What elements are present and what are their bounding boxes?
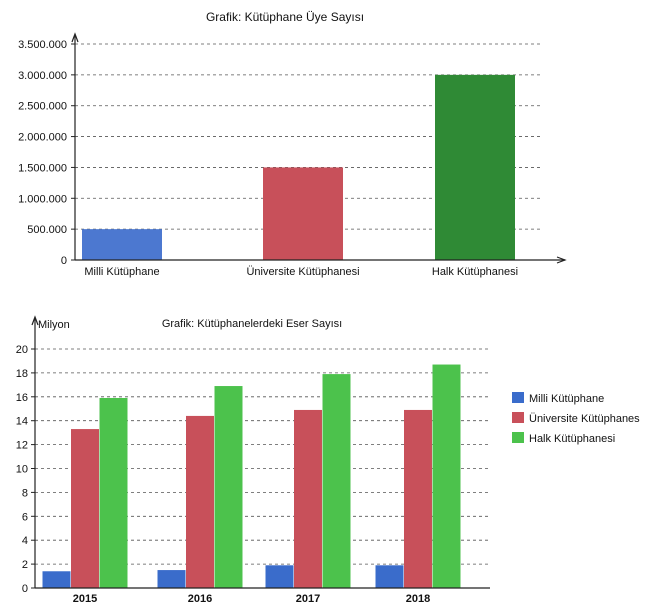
chart2-bar xyxy=(186,415,214,588)
chart2-legend-swatch xyxy=(512,412,524,423)
chart2-bar xyxy=(214,386,243,588)
chart1-bar xyxy=(263,167,343,260)
chart2-legend-label: Milli Kütüphane xyxy=(529,393,604,405)
chart1-title: Grafik: Kütüphane Üye Sayısı xyxy=(206,10,364,24)
chart2-y-tick-label: 8 xyxy=(22,487,28,499)
chart1-x-tick-label: Üniversite Kütüphanesi xyxy=(246,266,359,278)
chart2-legend: Milli Kütüphane Üniversite Kütüphanes Halk… xyxy=(512,392,640,445)
chart2-y-tick-label: 20 xyxy=(16,344,28,356)
chart1-bar xyxy=(82,229,162,260)
chart1-gridlines xyxy=(71,43,540,261)
chart2-y-tick-labels: 0 2 4 6 8 10 12 14 16 18 20 xyxy=(16,344,28,595)
chart2-y-tick-label: 6 xyxy=(22,511,28,523)
chart2-gridlines xyxy=(31,348,488,589)
chart1-x-tick-labels: Milli Kütüphane Üniversite Kütüphanesi Hal… xyxy=(84,266,518,278)
chart2-bar xyxy=(404,409,432,588)
chart2-bar xyxy=(42,571,71,588)
chart2-x-tick-labels: 2015 2016 2017 2018 xyxy=(73,593,430,605)
chart1-bars xyxy=(82,74,515,260)
collection-count-chart: Grafik: Kütüphanelerdeki Eser Sayısı Mil… xyxy=(16,315,640,605)
chart2-bar xyxy=(294,409,322,588)
chart1-bar xyxy=(435,74,515,260)
chart2-y-tick-label: 18 xyxy=(16,368,28,380)
chart2-y-axis-arrow xyxy=(31,315,39,326)
chart1-y-tick-label: 1.500.000 xyxy=(18,162,67,174)
chart2-x-tick-label: 2018 xyxy=(406,593,430,605)
chart2-bar xyxy=(265,565,294,588)
chart2-y-tick-label: 16 xyxy=(16,392,28,404)
chart2-y-tick-label: 0 xyxy=(22,583,28,595)
chart2-bar xyxy=(322,374,351,588)
chart2-legend-label: Halk Kütüphanesi xyxy=(529,433,615,445)
chart2-y-axis-label: Milyon xyxy=(38,319,70,331)
chart2-y-tick-label: 2 xyxy=(22,559,28,571)
chart2-bar xyxy=(375,565,404,588)
chart2-bar xyxy=(157,570,186,588)
chart1-x-tick-label: Halk Kütüphanesi xyxy=(432,266,518,278)
chart1-y-tick-label: 2.000.000 xyxy=(18,132,67,144)
chart2-legend-label: Üniversite Kütüphanes xyxy=(529,413,640,425)
chart1-y-tick-label: 3.500.000 xyxy=(18,39,67,51)
chart1-x-tick-label: Milli Kütüphane xyxy=(84,266,159,278)
member-count-chart: Grafik: Kütüphane Üye Sayısı 0 500.000 1.0… xyxy=(18,10,567,278)
chart1-x-axis-arrow xyxy=(556,256,567,264)
chart1-y-tick-label: 1.000.000 xyxy=(18,193,67,205)
chart1-y-tick-labels: 0 500.000 1.000.000 1.500.000 2.000.000 2.500… xyxy=(18,39,67,267)
chart2-y-tick-label: 12 xyxy=(16,440,28,452)
chart2-y-tick-label: 10 xyxy=(16,464,28,476)
chart2-axes xyxy=(31,315,490,589)
chart2-title: Grafik: Kütüphanelerdeki Eser Sayısı xyxy=(162,318,342,330)
chart1-axes xyxy=(71,32,567,264)
chart1-y-axis-arrow xyxy=(71,32,79,43)
chart2-x-tick-label: 2016 xyxy=(188,593,212,605)
chart2-y-tick-label: 14 xyxy=(16,416,28,428)
chart2-legend-swatch xyxy=(512,392,524,403)
chart1-y-tick-label: 2.500.000 xyxy=(18,101,67,113)
chart2-bar xyxy=(99,397,128,588)
chart1-y-tick-label: 0 xyxy=(61,255,67,267)
chart2-x-tick-label: 2015 xyxy=(73,593,97,605)
chart2-bar xyxy=(71,429,99,588)
chart2-y-tick-label: 4 xyxy=(22,535,28,547)
chart2-bars xyxy=(42,364,461,588)
chart1-y-tick-label: 500.000 xyxy=(27,224,67,236)
chart2-legend-swatch xyxy=(512,432,524,443)
chart2-x-tick-label: 2017 xyxy=(296,593,320,605)
chart2-bar xyxy=(432,364,461,588)
chart1-y-tick-label: 3.000.000 xyxy=(18,70,67,82)
